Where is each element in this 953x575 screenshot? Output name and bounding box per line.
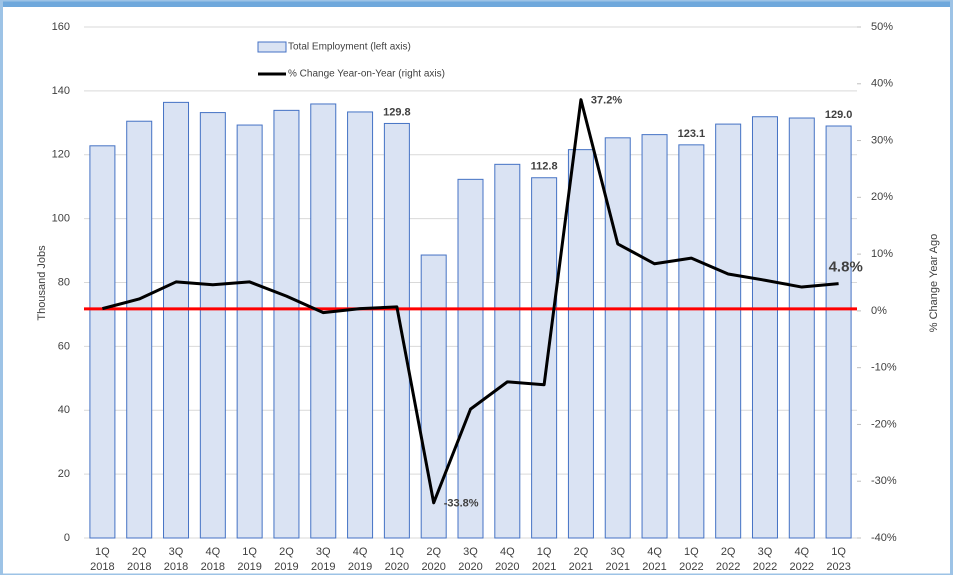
x-tick-label: 2Q 2018 — [127, 546, 151, 573]
bar — [678, 144, 705, 539]
legend-label: % Change Year-on-Year (right axis) — [288, 69, 445, 80]
bar — [273, 109, 300, 539]
x-tick-label: 2Q 2022 — [716, 546, 740, 573]
bar — [825, 125, 852, 539]
x-tick-label: 4Q 2021 — [642, 546, 666, 573]
bar-value-label: 129.0 — [825, 109, 853, 121]
y-tick-label: 20 — [58, 468, 70, 480]
bar — [420, 254, 447, 539]
legend-swatch — [257, 41, 287, 53]
bar — [604, 137, 631, 539]
bar-value-label: 123.1 — [678, 128, 706, 140]
y-tick-label: 60 — [58, 340, 70, 352]
bar-value-label: 112.8 — [531, 161, 558, 173]
y-axis-title: Thousand Jobs — [36, 245, 48, 321]
x-tick-label: 2Q 2021 — [569, 546, 593, 573]
y-tick-label: 80 — [58, 276, 70, 288]
bar — [89, 145, 116, 539]
x-tick-label: 3Q 2022 — [753, 546, 777, 573]
x-tick-label: 3Q 2021 — [605, 546, 629, 573]
bar — [236, 124, 263, 539]
y-tick-label: 0 — [64, 532, 70, 544]
bar — [567, 149, 594, 539]
y2-tick-label: -10% — [871, 362, 897, 374]
x-tick-label: 3Q 2019 — [311, 546, 335, 573]
x-tick-label: 4Q 2019 — [348, 546, 372, 573]
bar — [199, 112, 226, 539]
x-tick-label: 4Q 2018 — [201, 546, 225, 573]
top-banner — [0, 0, 953, 7]
bar — [641, 134, 668, 539]
x-tick-label: 1Q 2018 — [90, 546, 114, 573]
y2-axis-title: % Change Year Ago — [928, 234, 940, 332]
bar — [751, 116, 778, 539]
bar — [383, 122, 410, 539]
y2-tick-label: -20% — [871, 418, 897, 430]
bar — [531, 177, 558, 539]
line-value-label: 4.8% — [829, 259, 863, 276]
y-tick-label: 120 — [52, 149, 70, 161]
y2-tick-label: -30% — [871, 475, 897, 487]
legend-label: Total Employment (left axis) — [288, 42, 411, 53]
y2-tick-label: 40% — [871, 78, 893, 90]
bar — [788, 117, 815, 539]
y2-tick-label: 50% — [871, 21, 893, 33]
bar — [347, 111, 374, 539]
x-tick-label: 2Q 2020 — [421, 546, 445, 573]
y2-tick-label: 10% — [871, 248, 893, 260]
bar — [310, 103, 337, 539]
line-value-label: -33.8% — [444, 498, 479, 510]
bar — [494, 163, 521, 539]
y-tick-label: 100 — [52, 213, 70, 225]
x-tick-label: 4Q 2020 — [495, 546, 519, 573]
x-tick-label: 1Q 2021 — [532, 546, 556, 573]
y2-tick-label: -40% — [871, 532, 897, 544]
y-tick-label: 160 — [52, 21, 70, 33]
y2-tick-label: 20% — [871, 191, 893, 203]
bar — [126, 120, 153, 539]
x-tick-label: 1Q 2020 — [385, 546, 409, 573]
bar — [715, 123, 742, 539]
y2-tick-label: 0% — [871, 305, 887, 317]
x-tick-label: 1Q 2023 — [826, 546, 850, 573]
x-tick-label: 3Q 2020 — [458, 546, 482, 573]
x-tick-label: 1Q 2022 — [679, 546, 703, 573]
x-tick-label: 4Q 2022 — [790, 546, 814, 573]
y-tick-label: 40 — [58, 404, 70, 416]
y2-tick-label: 30% — [871, 134, 893, 146]
bar — [457, 178, 484, 539]
x-tick-label: 3Q 2018 — [164, 546, 188, 573]
line-series — [102, 98, 839, 505]
y-tick-label: 140 — [52, 85, 70, 97]
line-value-label: 37.2% — [591, 95, 622, 107]
bar — [163, 101, 190, 539]
x-tick-label: 1Q 2019 — [237, 546, 261, 573]
x-tick-label: 2Q 2019 — [274, 546, 298, 573]
bar-value-label: 129.8 — [383, 106, 411, 118]
